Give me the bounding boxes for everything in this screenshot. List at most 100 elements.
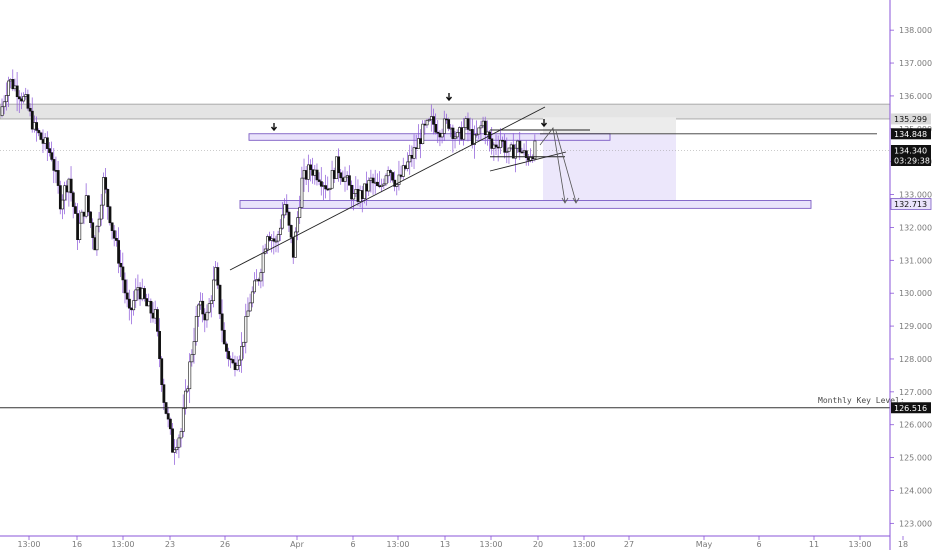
candle-body — [514, 147, 517, 159]
price-tick-label: 127.000 — [899, 388, 932, 397]
candle-body — [201, 300, 205, 315]
candle-body — [69, 178, 73, 194]
candle-body — [171, 428, 174, 453]
candle-body — [248, 302, 252, 312]
candle-body — [207, 303, 211, 313]
price-tag-resistance — [891, 128, 931, 140]
price-tag-last-price-label: 134.340 — [894, 147, 927, 156]
time-tick-label: 13:00 — [572, 540, 595, 549]
candle-body — [220, 313, 224, 331]
candle-body — [225, 343, 228, 352]
candle-body — [194, 316, 198, 342]
candle-body — [58, 185, 62, 210]
candle-body — [300, 177, 304, 208]
candle-body — [462, 127, 466, 140]
candle-body — [80, 211, 84, 224]
time-tick-label: 16 — [72, 540, 82, 549]
candle-body — [26, 94, 30, 109]
candle-body — [352, 193, 356, 200]
time-tick-label: 11 — [809, 540, 819, 549]
price-tick-label: 130.000 — [899, 289, 932, 298]
candle-body — [173, 449, 177, 453]
candle-body — [294, 231, 297, 258]
candle-body — [37, 130, 41, 134]
candle-body — [505, 151, 509, 153]
candle-body — [447, 119, 451, 129]
candle-body — [197, 304, 200, 317]
time-tick-label: 13:00 — [848, 540, 871, 549]
candle-body — [475, 133, 479, 136]
trendline — [229, 106, 546, 271]
candle-body — [7, 80, 10, 96]
candle-body — [477, 127, 481, 135]
candle-body — [149, 300, 153, 314]
candle-body — [494, 144, 498, 148]
candle-body — [95, 225, 99, 251]
candle-body — [425, 119, 429, 126]
price-tick-label: 126.000 — [899, 421, 932, 430]
candle-body — [186, 388, 190, 392]
candle-body — [181, 408, 185, 432]
candle-body — [134, 289, 138, 301]
arrow-head — [561, 197, 569, 204]
candle-body — [121, 266, 125, 281]
price-tick-label: 129.000 — [899, 322, 932, 331]
candle-body — [382, 183, 386, 186]
candle-body — [86, 195, 90, 213]
candle-body — [119, 262, 123, 268]
candle-body — [393, 179, 397, 187]
candle-body — [222, 329, 226, 345]
candle-body — [296, 217, 300, 233]
candle-body — [337, 156, 341, 174]
candle-body — [48, 148, 51, 153]
candle-body — [218, 284, 222, 315]
price-tick-label: 137.000 — [899, 59, 932, 68]
candle-body — [533, 140, 537, 160]
candle-body — [384, 175, 388, 185]
candle-body — [386, 170, 390, 177]
price-tag-zone-top — [891, 113, 931, 125]
candle-body — [242, 341, 246, 347]
candle-body — [324, 185, 328, 190]
time-axis[interactable]: 13:00 16 13:00 23 26 Apr 6 13:00 13 13:00 20 13:00 2… — [0, 535, 908, 549]
candle-body — [524, 150, 528, 158]
stop-zone — [543, 117, 676, 134]
candle-body — [278, 227, 282, 235]
candle-body — [380, 184, 384, 187]
candle-body — [432, 116, 435, 125]
candle-body — [343, 176, 347, 182]
candle-body — [158, 331, 161, 359]
candle-body — [227, 351, 231, 360]
candle-body — [104, 177, 108, 190]
time-tick-label: Apr — [290, 540, 305, 549]
down-arrow-marker — [270, 123, 278, 132]
candle-body — [2, 101, 6, 108]
candle-body — [188, 361, 192, 390]
candle-body — [102, 177, 105, 206]
candle-body — [315, 169, 319, 181]
time-tick-label: 6 — [350, 540, 355, 549]
candle-body — [261, 252, 265, 273]
candle-body — [78, 222, 82, 240]
candle-body — [156, 309, 159, 332]
candle-body — [287, 211, 291, 226]
candle-body — [455, 132, 459, 138]
candle-body — [244, 316, 248, 343]
time-tick-label: 6 — [756, 540, 761, 549]
down-arrow-marker — [540, 119, 548, 128]
price-tag-countdown-label: 03:29:38 — [894, 157, 930, 166]
candle-body — [112, 230, 116, 239]
price-tick-label: 131.000 — [899, 256, 932, 265]
candle-body — [35, 122, 39, 131]
candle-body — [190, 354, 194, 363]
candle-body — [348, 175, 351, 186]
candle-body — [421, 123, 425, 144]
candle-body — [97, 218, 101, 227]
candle-body — [473, 134, 476, 145]
wedge-lower-line — [489, 151, 567, 172]
candle-body — [17, 96, 21, 100]
candle-body — [212, 279, 215, 302]
candle-body — [61, 199, 64, 210]
